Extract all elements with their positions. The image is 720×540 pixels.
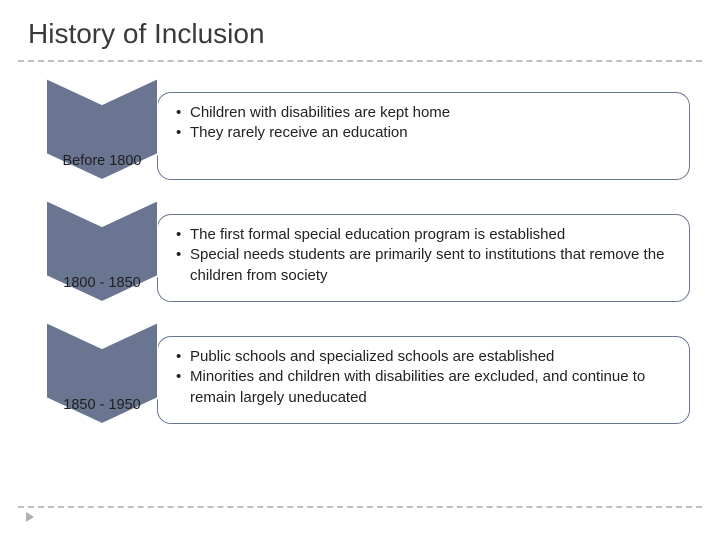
content-box: The first formal special education progr… (157, 214, 690, 302)
arrow-block-1850-1950: 1850 - 1950 (46, 336, 158, 424)
arrow-block-before-1800: Before 1800 (46, 92, 158, 180)
bullet-list: The first formal special education progr… (172, 225, 673, 286)
timeline-row: Before 1800 Children with disabilities a… (46, 92, 690, 180)
bullet-item: Minorities and children with disabilitie… (176, 367, 673, 408)
timeline-row: 1850 - 1950 Public schools and specializ… (46, 336, 690, 424)
bullet-list: Public schools and specialized schools a… (172, 347, 673, 408)
bullet-item: Special needs students are primarily sen… (176, 245, 673, 286)
timeline-row: 1800 - 1850 The first formal special edu… (46, 214, 690, 302)
bullet-item: They rarely receive an education (176, 123, 450, 143)
slide-marker-icon (26, 512, 34, 522)
arrow-block-1800-1850: 1800 - 1850 (46, 214, 158, 302)
arrow-label: 1850 - 1950 (46, 398, 158, 424)
content-box: Children with disabilities are kept home… (157, 92, 690, 180)
arrow-label: Before 1800 (46, 154, 158, 180)
timeline-rows: Before 1800 Children with disabilities a… (46, 92, 690, 424)
bullet-item: Public schools and specialized schools a… (176, 347, 673, 367)
bullet-item: The first formal special education progr… (176, 225, 673, 245)
divider-top (18, 60, 702, 62)
content-box: Public schools and specialized schools a… (157, 336, 690, 424)
bullet-item: Children with disabilities are kept home (176, 103, 450, 123)
arrow-label: 1800 - 1850 (46, 276, 158, 302)
divider-bottom (18, 506, 702, 508)
page-title: History of Inclusion (0, 0, 720, 50)
bullet-list: Children with disabilities are kept home… (172, 103, 450, 144)
